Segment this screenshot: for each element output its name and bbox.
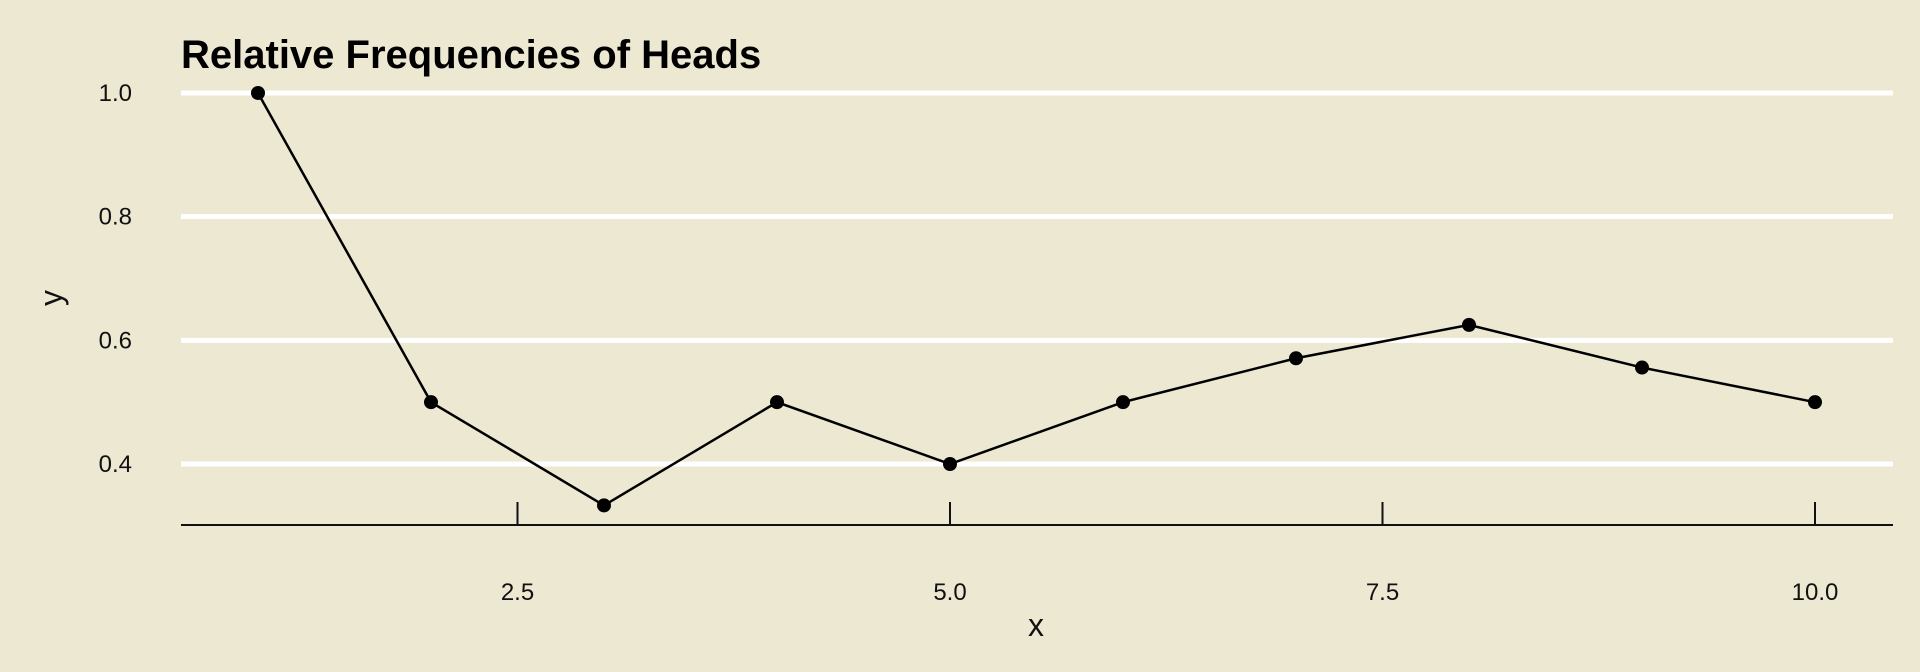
x-axis-label: x (1028, 607, 1044, 643)
data-point (1462, 317, 1476, 332)
y-tick-labels: 0.4 0.6 0.8 1.0 (99, 80, 132, 478)
y-axis-label: y (33, 290, 69, 306)
series (251, 86, 1822, 513)
x-tick-label: 10.0 (1792, 579, 1839, 606)
data-point (943, 457, 957, 471)
x-tick-label: 2.5 (501, 579, 534, 606)
data-point (1635, 360, 1649, 375)
y-tick-label: 0.8 (99, 204, 132, 231)
y-tick-label: 0.4 (99, 451, 132, 478)
chart-title: Relative Frequencies of Heads (181, 33, 761, 77)
data-point (597, 498, 611, 513)
data-point (424, 395, 438, 410)
data-point (1116, 395, 1130, 410)
data-point (1808, 395, 1822, 410)
y-tick-label: 1.0 (99, 80, 132, 107)
series-line (256, 92, 1816, 507)
x-tick-label: 5.0 (933, 579, 966, 606)
data-point (251, 86, 265, 100)
data-point (770, 395, 784, 410)
x-ticks: 2.5 5.0 7.5 10.0 (501, 502, 1839, 606)
grid (181, 90, 1893, 467)
data-point (1289, 351, 1303, 366)
y-tick-label: 0.6 (99, 327, 132, 354)
x-tick-label: 7.5 (1366, 579, 1399, 606)
